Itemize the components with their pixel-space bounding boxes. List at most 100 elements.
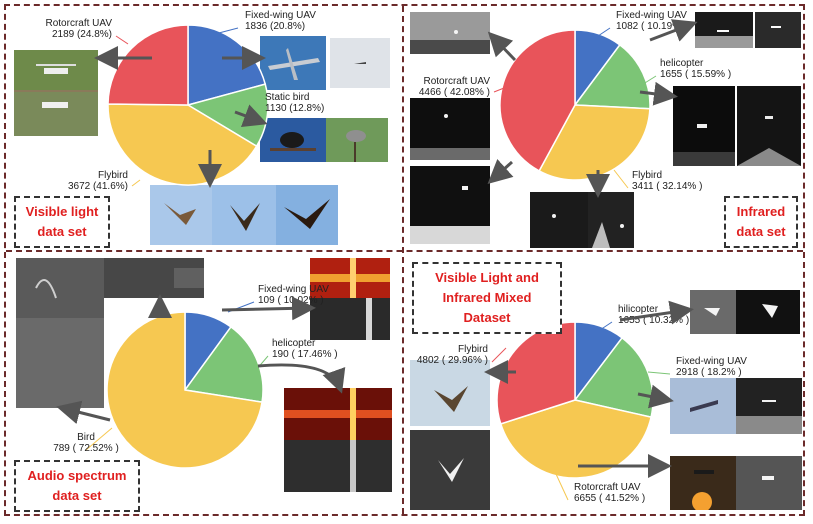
ir-rotorcraft-photo-1	[410, 12, 490, 54]
slice-name-visible-fixed-wing-uav: Fixed-wing UAV	[245, 10, 316, 21]
mixed-panel-title: Visible Light and Infrared Mixed Dataset	[412, 262, 562, 334]
ir-fixed-wing-photo-2	[755, 12, 801, 48]
slice-value-visible-static-bird: 1130 (12.8%)	[265, 103, 324, 114]
arrow-ir-rotorcraft-1	[487, 31, 517, 62]
figure-frame	[4, 4, 805, 516]
leader-line-infrared-rotorcraft-uav	[493, 87, 505, 93]
slice-value-visible-rotorcraft-uav: 2189 (24.8%)	[52, 29, 112, 40]
audio-title-line2: data set	[52, 488, 102, 503]
slice-name-visible-rotorcraft-uav: Rotorcraft UAV	[46, 18, 113, 29]
leader-line-audio-bird	[85, 427, 113, 451]
leader-line-visible-fixed-wing-uav	[214, 27, 239, 35]
slice-value-infrared-flybird: 3411 ( 32.14% )	[632, 181, 702, 192]
arrow-ir-helicopter	[639, 81, 678, 106]
leader-line-mixed-rotorcraft-uav	[555, 473, 569, 501]
ir-rotorcraft-photo-2	[410, 98, 490, 160]
infrared-title-line1: Infrared	[736, 204, 786, 219]
fixed-wing-spectrogram-gray	[310, 298, 390, 340]
mixed-title-line1: Visible Light and	[435, 270, 539, 285]
mixed-flybird-photo	[410, 360, 490, 426]
mixed-flybird-ir-photo	[410, 430, 490, 510]
bird-spectrogram	[16, 258, 104, 408]
slice-name-infrared-rotorcraft-uav: Rotorcraft UAV	[424, 76, 491, 87]
arrow-mixed-fixed-wing	[637, 384, 674, 409]
slice-name-infrared-fixed-wing-uav: Fixed-wing UAV	[616, 10, 687, 21]
flybird-photo-2	[212, 185, 276, 245]
vertical-divider	[402, 6, 404, 514]
slice-value-audio-fixed-wing-uav: 109 ( 10.02% )	[258, 295, 324, 306]
slice-value-mixed-hilicopter: 1655 ( 10.32% )	[618, 315, 689, 326]
pie-slice-infrared-rotorcraft-uav	[499, 29, 576, 172]
ir-flybird-photo-2	[588, 192, 634, 248]
arrow-mixed-helicopter	[619, 300, 694, 325]
slice-name-audio-bird: Bird	[77, 432, 95, 443]
pie-slice-mixed-rotorcraft-uav	[499, 399, 652, 479]
slice-name-visible-static-bird: Static bird	[265, 92, 309, 103]
slice-name-mixed-hilicopter: hilicopter	[618, 304, 659, 315]
ir-flybird-photo-1	[530, 192, 588, 248]
slice-value-visible-flybird: 3672 (41.6%)	[68, 181, 128, 192]
slice-value-mixed-rotorcraft-uav: 6655 ( 41.52% )	[574, 493, 645, 504]
leader-line-visible-rotorcraft-uav	[115, 35, 129, 45]
mixed-fixed-wing-photo-1	[670, 378, 736, 434]
ir-fixed-wing-photo-1	[695, 12, 753, 48]
infrared-title-line2: data set	[736, 224, 786, 239]
visible-title-line2: data set	[37, 224, 87, 239]
rotorcraft-uav-photo-2	[14, 92, 98, 136]
horizontal-divider	[6, 250, 803, 252]
leader-line-infrared-flybird	[613, 169, 629, 189]
slice-value-audio-bird: 789 ( 72.52% )	[53, 443, 119, 454]
pie-slice-infrared-helicopter	[573, 43, 651, 110]
pie-slice-audio-helicopter	[183, 325, 264, 403]
fixed-wing-uav-distant-photo	[330, 38, 390, 88]
arrow-ir-rotorcraft-2	[487, 159, 514, 185]
fixed-wing-spectrogram-color	[310, 258, 390, 298]
slice-name-audio-helicopter: helicopter	[272, 338, 316, 349]
slice-value-audio-helicopter: 190 ( 17.46% )	[272, 349, 338, 360]
slice-value-mixed-fixed-wing-uav: 2918 ( 18.2% )	[676, 367, 742, 378]
mixed-rotorcraft-photo-2	[736, 456, 802, 510]
pie-slice-visible-rotorcraft-uav	[107, 24, 189, 106]
mixed-title-line2: Infrared Mixed Dataset	[442, 290, 532, 325]
ir-helicopter-photo-1	[673, 86, 735, 166]
mixed-helicopter-photo-1	[690, 290, 736, 334]
slice-name-infrared-helicopter: helicopter	[660, 58, 704, 69]
leader-line-visible-flybird	[131, 179, 141, 187]
fixed-wing-uav-photo	[260, 36, 326, 90]
arrows	[56, 19, 698, 478]
static-bird-photo	[260, 118, 326, 162]
ir-rotorcraft-photo-3	[410, 166, 490, 244]
arrow-static-bird	[234, 104, 268, 128]
slice-name-audio-fixed-wing-uav: Fixed-wing UAV	[258, 284, 329, 295]
ir-helicopter-photo-2	[737, 86, 801, 166]
arrow-audio-bird-2	[56, 400, 111, 425]
slice-value-infrared-rotorcraft-uav: 4466 ( 42.08% )	[419, 87, 490, 98]
leader-line-mixed-fixed-wing-uav	[647, 371, 671, 375]
flybird-photo-1	[150, 185, 212, 245]
mixed-rotorcraft-photo-1	[670, 456, 736, 510]
leader-line-infrared-fixed-wing-uav	[597, 27, 611, 37]
arrow-ir-fixed-wing	[649, 19, 698, 42]
audio-panel-title: Audio spectrum data set	[14, 460, 140, 512]
leader-line-infrared-helicopter	[639, 75, 657, 87]
slice-name-mixed-fixed-wing-uav: Fixed-wing UAV	[676, 356, 747, 367]
leader-line-audio-helicopter	[255, 355, 269, 371]
slice-value-visible-fixed-wing-uav: 1836 (20.8%)	[245, 21, 305, 32]
pie-slice-infrared-flybird	[538, 104, 651, 181]
mixed-fixed-wing-photo-2	[736, 378, 802, 434]
audio-title-line1: Audio spectrum	[27, 468, 127, 483]
flybird-photo-3	[276, 185, 338, 245]
bird-spectrogram-2	[104, 258, 204, 298]
slice-name-mixed-rotorcraft-uav: Rotorcraft UAV	[574, 482, 641, 493]
slice-value-infrared-fixed-wing-uav: 1082 ( 10.19% )	[616, 21, 687, 32]
pie-slice-audio-bird	[106, 311, 263, 469]
infrared-panel-title: Infrared data set	[724, 196, 798, 248]
pie-slice-visible-fixed-wing-uav	[187, 24, 267, 106]
leader-line-mixed-hilicopter	[599, 321, 613, 331]
helicopter-spectrogram-color	[284, 388, 392, 440]
static-bird-photo-2	[326, 118, 388, 162]
pie-slice-mixed-fixed-wing-uav	[573, 336, 654, 419]
